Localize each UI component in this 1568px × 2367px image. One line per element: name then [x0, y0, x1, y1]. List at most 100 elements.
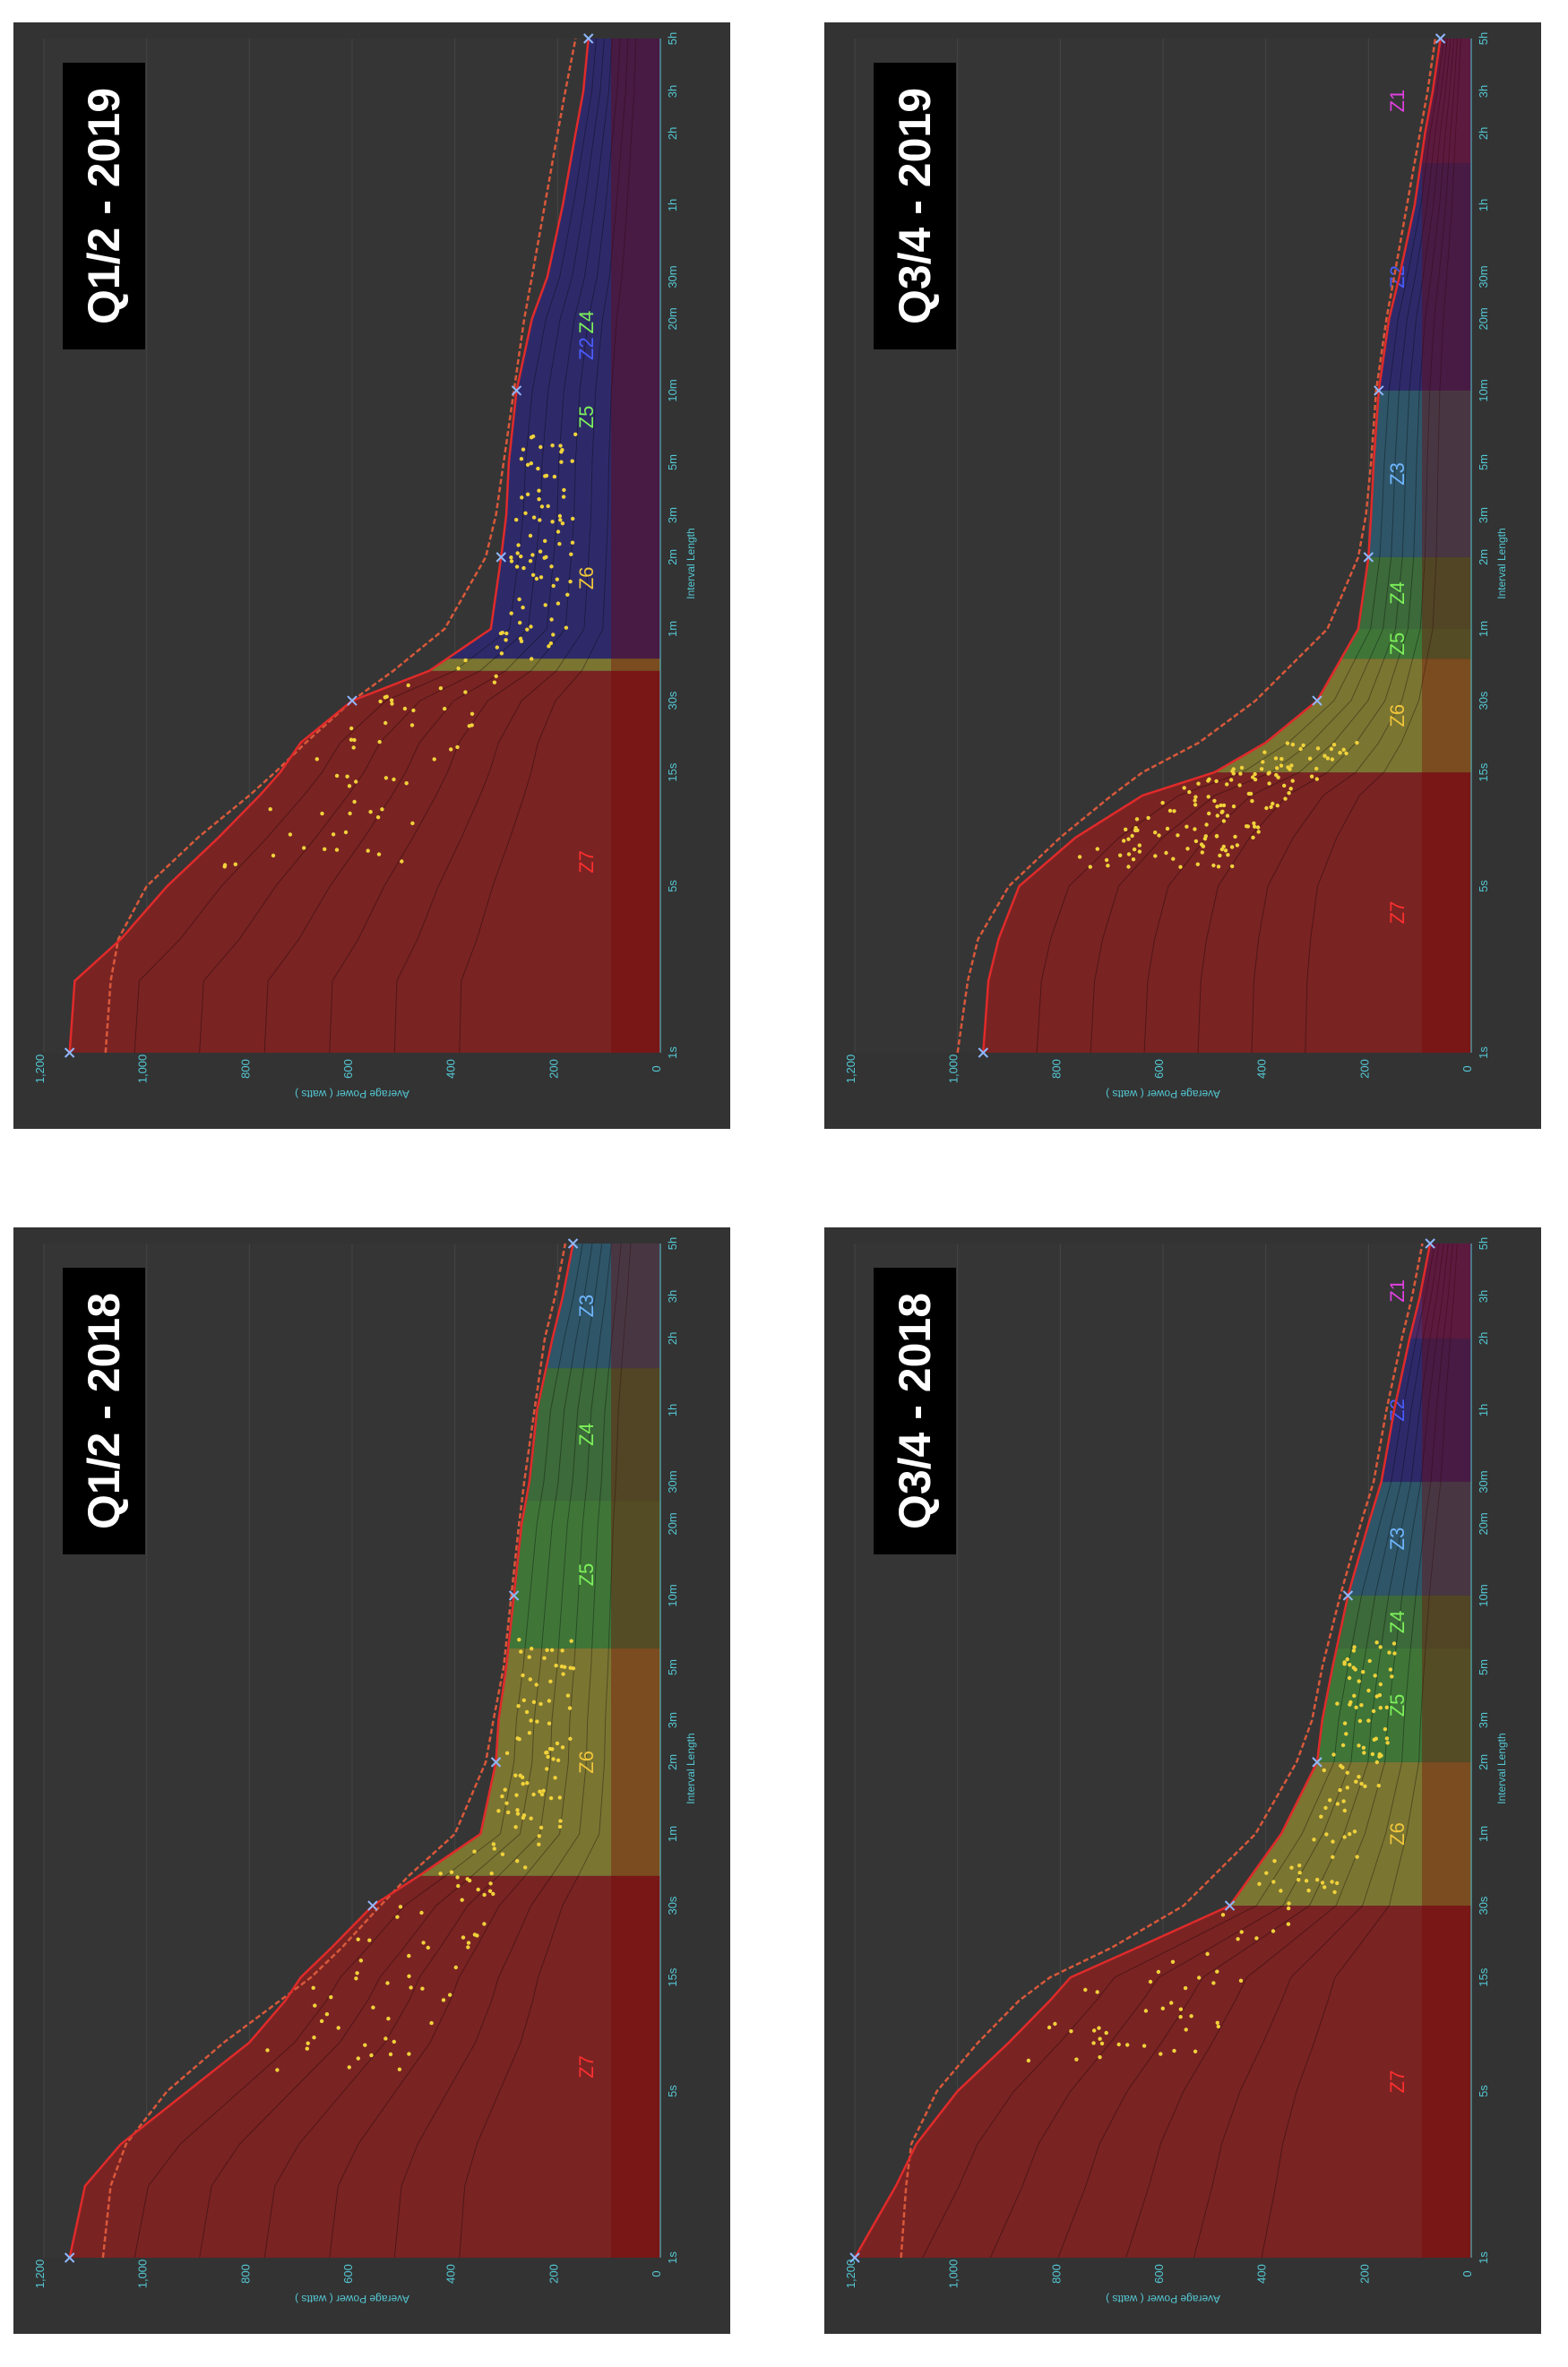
effort-dot: [1283, 796, 1288, 801]
effort-dot: [1322, 1768, 1326, 1773]
effort-dot: [549, 564, 554, 569]
effort-dot: [549, 1648, 555, 1652]
effort-dot: [565, 592, 570, 597]
effort-dot: [560, 521, 565, 526]
effort-dot: [1157, 833, 1161, 838]
effort-dot: [568, 1736, 573, 1741]
effort-dot: [529, 461, 533, 466]
effort-dot: [1282, 783, 1287, 788]
effort-dot: [1279, 756, 1284, 762]
zone-label-z5: Z5: [575, 1563, 598, 1587]
effort-dot: [491, 1842, 496, 1846]
effort-dot: [1329, 746, 1334, 752]
x-tick-label: 20m: [666, 1512, 679, 1535]
effort-dot: [455, 1875, 460, 1880]
effort-dot: [1095, 847, 1099, 851]
effort-dot: [275, 2068, 280, 2072]
chart-title-text: Q1/2 - 2019: [79, 88, 129, 324]
effort-dot: [1352, 1829, 1357, 1834]
effort-dot: [383, 2036, 388, 2041]
curve-marker: [849, 2252, 860, 2263]
zone-label-z6: Z6: [1386, 704, 1409, 727]
effort-dot: [557, 513, 563, 519]
x-tick-label: 30m: [666, 265, 679, 288]
curve-marker: [490, 1757, 502, 1768]
effort-dot: [334, 773, 340, 779]
effort-dot: [1207, 777, 1211, 781]
effort-dot: [1351, 1648, 1357, 1653]
effort-dot: [1231, 804, 1236, 809]
effort-dot: [1376, 1783, 1381, 1788]
effort-dot: [559, 1664, 564, 1669]
x-tick-label: 15s: [666, 762, 679, 781]
zone-label-z4: Z4: [575, 311, 598, 334]
effort-dot: [521, 1673, 525, 1678]
effort-dot: [1362, 1751, 1366, 1755]
effort-dot: [400, 859, 404, 864]
x-tick-label: 1h: [1477, 199, 1490, 211]
effort-dot: [1341, 747, 1346, 752]
effort-dot: [538, 575, 544, 580]
x-tick-label: 10m: [1477, 1584, 1490, 1606]
effort-dot: [449, 747, 453, 752]
effort-dot: [1236, 1937, 1240, 1941]
effort-dot: [1338, 751, 1342, 755]
chart-title: Q3/4 - 2018: [874, 1268, 956, 1554]
effort-dot: [1229, 778, 1234, 782]
effort-dot: [1304, 1879, 1309, 1883]
effort-dot: [536, 466, 540, 471]
baseline-band: [611, 39, 660, 1053]
effort-dot: [547, 644, 551, 649]
effort-dot: [489, 1871, 494, 1876]
effort-dot: [560, 1745, 565, 1750]
zone-label-z4: Z4: [1386, 581, 1409, 605]
contour-line: [459, 39, 637, 1053]
effort-dot: [1378, 1645, 1383, 1649]
zone-label-z6: Z6: [575, 566, 598, 590]
effort-dot: [345, 774, 349, 779]
effort-dot: [1357, 1718, 1363, 1724]
x-tick-label: 2h: [666, 1332, 679, 1345]
effort-dot: [347, 784, 352, 788]
effort-dot: [1348, 1832, 1352, 1837]
effort-dot: [517, 597, 521, 602]
effort-dot: [1273, 756, 1279, 761]
baseline-band: [1422, 1244, 1471, 2258]
contour-line: [1125, 1244, 1449, 2258]
effort-dot: [407, 1974, 411, 1978]
effort-dot: [1271, 1929, 1276, 1933]
x-tick-label: 3m: [1477, 507, 1490, 523]
effort-dot: [535, 1719, 539, 1724]
contour-line: [1057, 1244, 1444, 2258]
effort-dot: [385, 1981, 390, 1985]
effort-dot: [1325, 756, 1331, 761]
effort-dot: [392, 777, 396, 782]
x-tick-label: 1h: [1477, 1404, 1490, 1416]
effort-dot: [1238, 1978, 1244, 1983]
y-tick-label: 200: [1357, 1059, 1371, 1079]
effort-dot: [1285, 741, 1290, 745]
effort-dot: [561, 1672, 565, 1676]
effort-dot: [432, 757, 436, 762]
effort-dot: [516, 543, 521, 547]
y-tick-label: 600: [1152, 2264, 1166, 2284]
effort-dot: [1353, 1667, 1357, 1672]
effort-dot: [530, 657, 534, 661]
effort-dot: [1134, 817, 1140, 822]
effort-dot: [1314, 766, 1319, 771]
effort-dot: [441, 1998, 446, 2002]
effort-dot: [410, 821, 415, 826]
effort-dot: [1361, 1670, 1366, 1674]
effort-dot: [1193, 839, 1199, 844]
mmp-curve: [68, 38, 590, 1054]
curve-marker: [1342, 1590, 1354, 1601]
effort-dot: [1253, 824, 1257, 829]
effort-dot: [1193, 2049, 1198, 2053]
x-tick-label: 5m: [666, 1659, 679, 1675]
effort-dot: [354, 1976, 358, 1981]
effort-dot: [1272, 1859, 1277, 1863]
contour-line: [1197, 39, 1455, 1053]
contour-line: [1251, 39, 1458, 1053]
x-tick-label: 30s: [1477, 691, 1490, 710]
effort-dot: [1221, 844, 1226, 849]
